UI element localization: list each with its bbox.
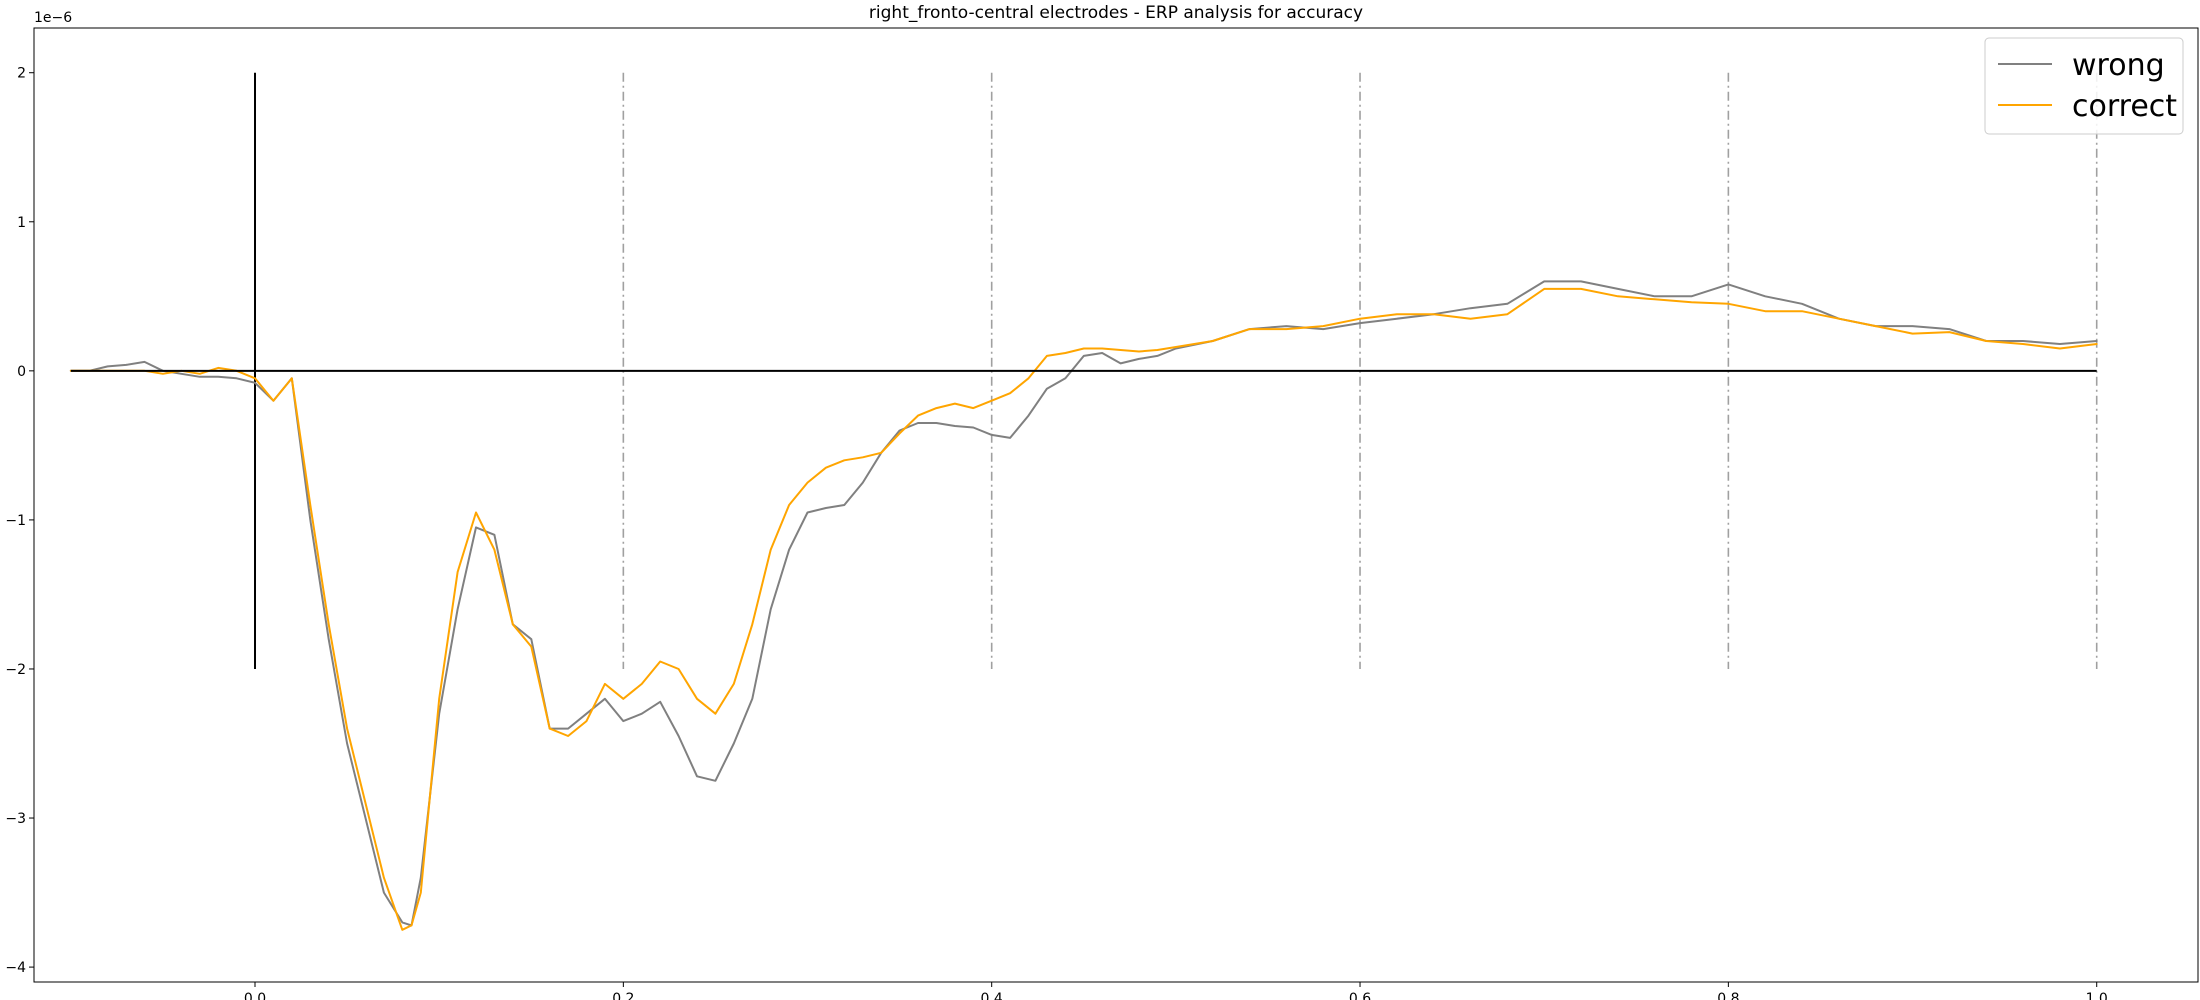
x-tick-label: 1.0 <box>2086 991 2108 1000</box>
series-layer <box>69 280 2098 931</box>
chart-title: right_fronto-central electrodes - ERP an… <box>869 3 1363 23</box>
y-offset-label: 1e−6 <box>34 10 72 26</box>
legend-label-correct: correct <box>2072 89 2177 124</box>
x-axis: 0.0 0.2 0.4 0.6 0.8 1.0 <box>244 982 2108 1000</box>
y-axis: 2 1 0 −1 −2 −3 −4 <box>5 66 34 976</box>
y-tick-label: 1 <box>17 215 26 231</box>
y-tick-label: −1 <box>5 513 26 529</box>
y-tick-label: 0 <box>17 364 26 380</box>
x-tick-label: 0.6 <box>1349 991 1371 1000</box>
plot-area <box>33 27 2199 983</box>
x-tick-label: 0.0 <box>244 991 266 1000</box>
legend-box <box>1984 37 2184 135</box>
series-line-correct <box>69 287 2098 931</box>
y-tick-label: 2 <box>17 66 26 82</box>
x-tick-label: 0.2 <box>612 991 634 1000</box>
x-tick-label: 0.4 <box>981 991 1003 1000</box>
legend-label-wrong: wrong <box>2072 48 2165 83</box>
y-tick-label: −4 <box>5 960 26 976</box>
series-line-wrong <box>69 280 2098 927</box>
legend[interactable]: wrong correct <box>1984 37 2184 135</box>
x-tick-label: 0.8 <box>1717 991 1739 1000</box>
y-tick-label: −3 <box>5 811 26 827</box>
y-tick-label: −2 <box>5 662 26 678</box>
